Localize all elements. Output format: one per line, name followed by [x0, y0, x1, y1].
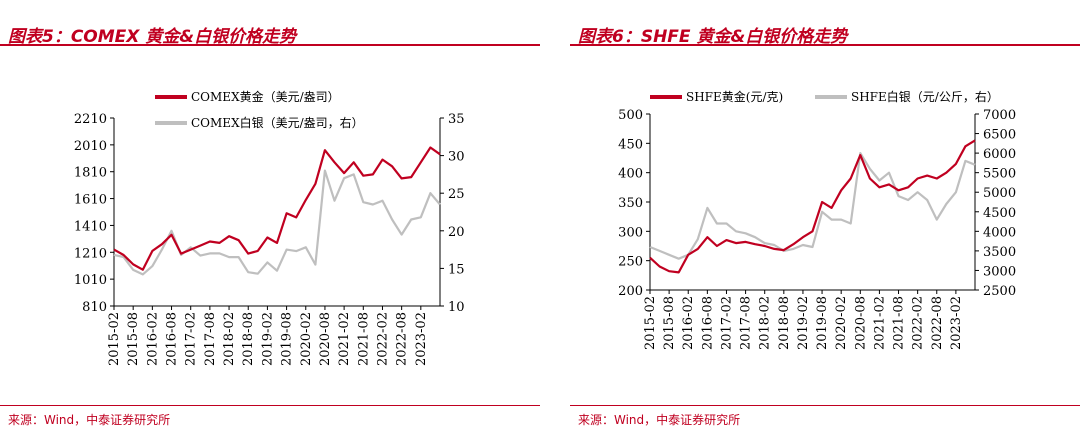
- legend-label-silver: COMEX白银（美元/盎司，右）: [191, 115, 364, 130]
- y-tick-label-left: 500: [618, 108, 643, 123]
- x-tick-label: 2017-08: [739, 296, 754, 350]
- x-tick-label: 2017-02: [719, 296, 734, 350]
- x-tick-label: 2017-08: [203, 312, 218, 366]
- x-tick-label: 2021-02: [872, 296, 887, 350]
- chart-comex: 810 1010 1210 1410 1610 1810 2010 2210 10 15 20 25 3…: [74, 89, 465, 366]
- y-tick-label-right: 2500: [983, 284, 1016, 299]
- y-tick-label-right: 4500: [983, 206, 1016, 221]
- x-tick-label: 2015-08: [126, 312, 141, 366]
- y-tick-label-left: 810: [82, 300, 107, 315]
- x-tick-label: 2022-08: [930, 296, 945, 350]
- x-tick-label: 2019-08: [280, 312, 295, 366]
- chart-source: 来源：Wind，中泰证券研究所: [8, 413, 171, 427]
- y-tick-label-left: 2210: [74, 112, 107, 127]
- y-tick-label-right: 7000: [983, 108, 1016, 123]
- x-tick-label: 2021-08: [892, 296, 907, 350]
- x-tick-label: 2016-02: [145, 312, 160, 366]
- x-tick-label: 2018-02: [758, 296, 773, 350]
- x-tick-label: 2022-02: [375, 312, 390, 366]
- chart-source: 来源：Wind，中泰证券研究所: [578, 413, 741, 427]
- x-tick-label: 2022-02: [911, 296, 926, 350]
- y-tick-label-left: 1010: [74, 273, 107, 288]
- x-tick-label: 2023-02: [414, 312, 429, 366]
- y-tick-label-left: 200: [618, 284, 643, 299]
- source-divider: [570, 405, 1080, 406]
- chart-title: 图表6：SHFE 黄金&白银价格走势: [578, 27, 848, 47]
- x-tick-label: 2015-08: [662, 296, 677, 350]
- y-tick-label-left: 350: [618, 196, 643, 211]
- y-tick-label-right: 6500: [983, 128, 1016, 143]
- chart-panel-shfe: 图表6：SHFE 黄金&白银价格走势 200 250 300 350 400 450 500…: [570, 0, 1080, 438]
- chart-panel-comex: 图表5：COMEX 黄金&白银价格走势 810 1010 1210 1410 1610 1…: [0, 27, 540, 427]
- x-tick-label: 2016-08: [165, 312, 180, 366]
- x-tick-label: 2018-08: [241, 312, 256, 366]
- x-tick-label: 2015-02: [107, 312, 122, 366]
- y-tick-label-left: 300: [618, 225, 643, 240]
- y-tick-label-left: 450: [618, 137, 643, 152]
- series-line-gold: [649, 139, 976, 274]
- chart-title: 图表5：COMEX 黄金&白银价格走势: [8, 27, 297, 47]
- y-tick-label-left: 1210: [74, 246, 107, 261]
- x-tick-label: 2020-02: [299, 312, 314, 366]
- y-tick-label-right: 25: [448, 187, 465, 202]
- y-tick-label-left: 2010: [74, 139, 107, 154]
- y-tick-label-left: 1810: [74, 166, 107, 181]
- y-tick-label-right: 20: [448, 225, 465, 240]
- x-tick-label: 2019-02: [260, 312, 275, 366]
- y-tick-label-right: 15: [448, 262, 465, 277]
- chart-shfe: 200 250 300 350 400 450 500 2500 3000 3500 4000 450…: [618, 89, 1016, 350]
- y-tick-label-right: 10: [448, 300, 465, 315]
- y-tick-label-right: 30: [448, 150, 465, 165]
- title-divider: [0, 44, 540, 46]
- series-line-gold: [113, 146, 441, 271]
- legend-label-gold: COMEX黄金（美元/盎司）: [191, 89, 340, 104]
- x-tick-label: 2018-02: [222, 312, 237, 366]
- y-tick-label-left: 400: [618, 167, 643, 182]
- title-divider: [570, 44, 1080, 46]
- x-tick-label: 2023-02: [949, 296, 964, 350]
- y-tick-label-right: 3000: [983, 264, 1016, 279]
- x-tick-label: 2021-08: [356, 312, 371, 366]
- x-tick-label: 2021-02: [337, 312, 352, 366]
- x-tick-label: 2019-02: [796, 296, 811, 350]
- x-tick-label: 2017-02: [184, 312, 199, 366]
- source-divider: [0, 405, 540, 406]
- y-tick-label-left: 1410: [74, 219, 107, 234]
- x-tick-label: 2020-02: [834, 296, 849, 350]
- x-tick-label: 2020-08: [318, 312, 333, 366]
- x-tick-label: 2018-08: [777, 296, 792, 350]
- y-tick-label-right: 3500: [983, 245, 1016, 260]
- x-tick-label: 2019-08: [815, 296, 830, 350]
- x-tick-label: 2015-02: [643, 296, 658, 350]
- y-tick-label-right: 5000: [983, 186, 1016, 201]
- y-tick-label-left: 1610: [74, 193, 107, 208]
- y-tick-label-right: 35: [448, 112, 465, 127]
- x-tick-label: 2016-02: [681, 296, 696, 350]
- legend-label-silver: SHFE白银（元/公斤，右）: [851, 89, 999, 104]
- x-tick-label: 2020-08: [853, 296, 868, 350]
- x-tick-label: 2016-08: [700, 296, 715, 350]
- y-tick-label-left: 250: [618, 255, 643, 270]
- y-tick-label-right: 4000: [983, 225, 1016, 240]
- legend-label-gold: SHFE黄金(元/克): [686, 89, 783, 104]
- y-tick-label-right: 5500: [983, 167, 1016, 182]
- y-tick-label-right: 6000: [983, 147, 1016, 162]
- series-line-silver: [113, 169, 441, 276]
- series-line-silver: [649, 152, 976, 260]
- x-tick-label: 2022-08: [395, 312, 410, 366]
